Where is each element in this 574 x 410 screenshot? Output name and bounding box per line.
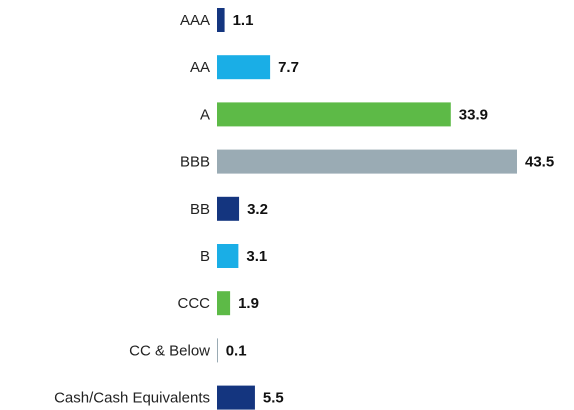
value-label: 1.9 bbox=[238, 295, 259, 312]
bar bbox=[217, 385, 255, 410]
value-label: 5.5 bbox=[263, 390, 284, 407]
category-label: AA bbox=[190, 59, 210, 76]
category-label: A bbox=[200, 106, 210, 123]
bar bbox=[217, 244, 239, 268]
value-label: 0.1 bbox=[226, 342, 247, 359]
bar bbox=[217, 55, 271, 80]
bar bbox=[217, 8, 225, 32]
bar bbox=[217, 196, 240, 221]
bar bbox=[217, 291, 231, 316]
bar bbox=[217, 102, 451, 127]
bar bbox=[217, 149, 517, 174]
value-label: 33.9 bbox=[459, 106, 488, 123]
category-label: Cash/Cash Equivalents bbox=[54, 390, 210, 407]
category-label: BBB bbox=[180, 154, 210, 171]
value-label: 1.1 bbox=[233, 12, 254, 29]
category-label: B bbox=[200, 248, 210, 265]
value-label: 3.1 bbox=[246, 248, 267, 265]
value-label: 7.7 bbox=[278, 59, 299, 76]
category-label: BB bbox=[190, 201, 210, 218]
value-label: 3.2 bbox=[247, 201, 268, 218]
category-label: AAA bbox=[180, 12, 210, 29]
category-label: CC & Below bbox=[129, 342, 210, 359]
value-label: 43.5 bbox=[525, 154, 554, 171]
category-label: CCC bbox=[178, 295, 211, 312]
bar bbox=[217, 338, 218, 363]
